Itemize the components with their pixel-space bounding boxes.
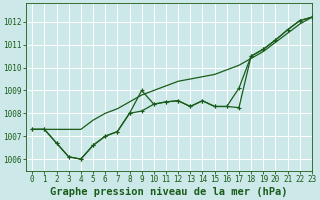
X-axis label: Graphe pression niveau de la mer (hPa): Graphe pression niveau de la mer (hPa) — [50, 186, 288, 197]
